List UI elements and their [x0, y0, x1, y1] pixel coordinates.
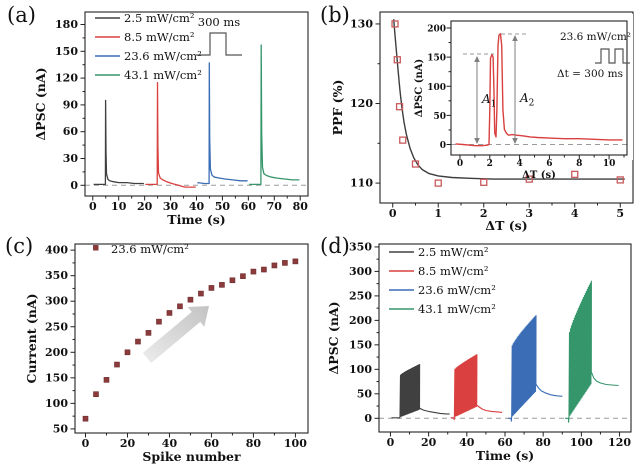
panel-d-chart-psc-trains-vs-time: 0 20 40 60 80 100 120 0 50 100 150 200 250 300 350 Time…	[326, 240, 632, 463]
svg-text:200: 200	[427, 24, 446, 34]
panel-a-label: (a)	[7, 3, 36, 27]
svg-text:80: 80	[293, 200, 309, 213]
svg-text:0: 0	[389, 207, 397, 220]
svg-text:30: 30	[63, 152, 79, 165]
svg-text:200: 200	[45, 346, 68, 359]
svg-text:130: 130	[350, 17, 373, 30]
svg-text:0: 0	[89, 200, 97, 213]
svg-text:40: 40	[459, 436, 475, 449]
svg-text:Time (s): Time (s)	[476, 448, 534, 463]
svg-text:100: 100	[284, 437, 307, 450]
svg-text:90: 90	[63, 98, 79, 111]
svg-text:400: 400	[45, 244, 68, 257]
svg-text:ΔT (s): ΔT (s)	[485, 218, 527, 233]
svg-text:1: 1	[434, 207, 442, 220]
svg-text:80: 80	[536, 436, 552, 449]
svg-text:80: 80	[246, 437, 262, 450]
svg-text:23.6 mW/cm²: 23.6 mW/cm²	[418, 283, 496, 297]
svg-text:100: 100	[427, 83, 446, 93]
panel-b-label: (b)	[320, 3, 350, 27]
svg-text:10: 10	[111, 200, 127, 213]
svg-text:20: 20	[421, 436, 437, 449]
svg-text:2: 2	[487, 159, 493, 169]
svg-text:180: 180	[55, 18, 78, 31]
svg-text:150: 150	[45, 371, 68, 384]
svg-text:2: 2	[480, 207, 488, 220]
svg-text:2.5 mW/cm²: 2.5 mW/cm²	[124, 11, 195, 25]
svg-text:100: 100	[45, 397, 68, 410]
svg-text:300: 300	[45, 295, 68, 308]
svg-text:120: 120	[608, 436, 631, 449]
svg-text:23.6 mW/cm²: 23.6 mW/cm²	[111, 242, 189, 256]
svg-text:50: 50	[53, 422, 69, 435]
svg-text:ΔPSC (nA): ΔPSC (nA)	[33, 67, 48, 140]
svg-text:0: 0	[440, 141, 446, 151]
svg-text:20: 20	[120, 437, 136, 450]
svg-text:ΔPSC (nA): ΔPSC (nA)	[326, 301, 341, 374]
svg-text:10: 10	[603, 159, 616, 169]
svg-text:0: 0	[82, 437, 90, 450]
svg-text:60: 60	[241, 200, 257, 213]
svg-text:ΔPSC (nA): ΔPSC (nA)	[414, 59, 425, 117]
svg-text:50: 50	[215, 200, 231, 213]
svg-text:4: 4	[571, 207, 579, 220]
svg-text:Time (s): Time (s)	[167, 212, 225, 227]
panel-c-label: (c)	[5, 234, 34, 258]
svg-text:300 ms: 300 ms	[198, 15, 241, 29]
svg-text:PPF (%): PPF (%)	[330, 80, 345, 136]
svg-text:100: 100	[349, 363, 372, 376]
svg-text:0: 0	[364, 412, 372, 425]
svg-text:50: 50	[357, 387, 373, 400]
svg-text:0: 0	[70, 179, 78, 192]
svg-text:120: 120	[350, 97, 373, 110]
svg-text:350: 350	[45, 269, 68, 282]
svg-text:ΔT (s): ΔT (s)	[522, 170, 556, 181]
svg-text:8.5 mW/cm²: 8.5 mW/cm²	[418, 264, 489, 278]
svg-text:40: 40	[189, 200, 205, 213]
svg-text:43.1 mW/cm²: 43.1 mW/cm²	[124, 68, 202, 82]
svg-text:Current (nA): Current (nA)	[24, 294, 39, 384]
svg-text:100: 100	[570, 436, 593, 449]
svg-text:120: 120	[55, 72, 78, 85]
svg-text:2.5 mW/cm²: 2.5 mW/cm²	[418, 245, 489, 259]
svg-text:40: 40	[162, 437, 178, 450]
svg-text:50: 50	[433, 112, 446, 122]
panel-a-chart-psc-vs-time: 0 10 20 30 40 50 60 70 80 0 30 60 90 120 150 180 Time (s…	[33, 11, 309, 227]
panel-d-label: (d)	[320, 234, 350, 258]
svg-text:30: 30	[163, 200, 179, 213]
svg-text:0: 0	[457, 159, 463, 169]
svg-text:150: 150	[427, 54, 446, 64]
svg-text:Spike number: Spike number	[142, 449, 241, 464]
svg-text:Δt = 300 ms: Δt = 300 ms	[557, 68, 623, 80]
svg-text:150: 150	[349, 338, 372, 351]
svg-text:350: 350	[349, 240, 372, 253]
svg-text:0: 0	[387, 436, 395, 449]
svg-text:6: 6	[546, 159, 552, 169]
svg-text:60: 60	[204, 437, 220, 450]
svg-text:250: 250	[349, 289, 372, 302]
svg-text:150: 150	[55, 45, 78, 58]
svg-text:4: 4	[516, 159, 522, 169]
svg-text:8: 8	[576, 159, 582, 169]
svg-text:200: 200	[349, 314, 372, 327]
svg-text:250: 250	[45, 320, 68, 333]
svg-text:60: 60	[63, 125, 79, 138]
svg-text:23.6 mW/cm²: 23.6 mW/cm²	[124, 49, 202, 63]
svg-text:5: 5	[616, 207, 624, 220]
svg-text:23.6 mW/cm²: 23.6 mW/cm²	[560, 31, 631, 43]
svg-text:3: 3	[525, 207, 533, 220]
panel-c-chart-current-vs-spike-number: 0 20 40 60 80 100 50 100 150 200 250 300 350 400 Spike…	[24, 242, 309, 464]
svg-text:43.1 mW/cm²: 43.1 mW/cm²	[418, 302, 496, 316]
svg-text:70: 70	[267, 200, 283, 213]
svg-text:300: 300	[349, 265, 372, 278]
svg-text:110: 110	[350, 177, 373, 190]
svg-text:8.5 mW/cm²: 8.5 mW/cm²	[124, 30, 195, 44]
svg-text:60: 60	[497, 436, 513, 449]
svg-text:20: 20	[137, 200, 153, 213]
